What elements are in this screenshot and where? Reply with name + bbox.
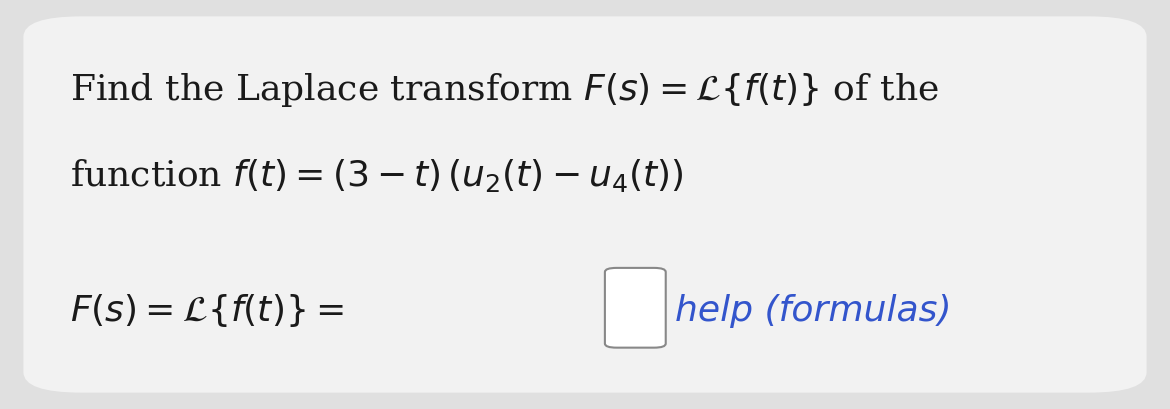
FancyBboxPatch shape	[605, 268, 666, 348]
Text: help (formulas): help (formulas)	[675, 294, 951, 328]
FancyBboxPatch shape	[23, 16, 1147, 393]
Text: $F(s) = \mathcal{L}\{f(t)\} = $: $F(s) = \mathcal{L}\{f(t)\} = $	[70, 292, 344, 329]
Text: Find the Laplace transform $F(s) = \mathcal{L}\{f(t)\}$ of the: Find the Laplace transform $F(s) = \math…	[70, 71, 940, 109]
Text: function $f(t) = (3 - t)\,(u_2(t) - u_4(t))$: function $f(t) = (3 - t)\,(u_2(t) - u_4(…	[70, 157, 684, 194]
